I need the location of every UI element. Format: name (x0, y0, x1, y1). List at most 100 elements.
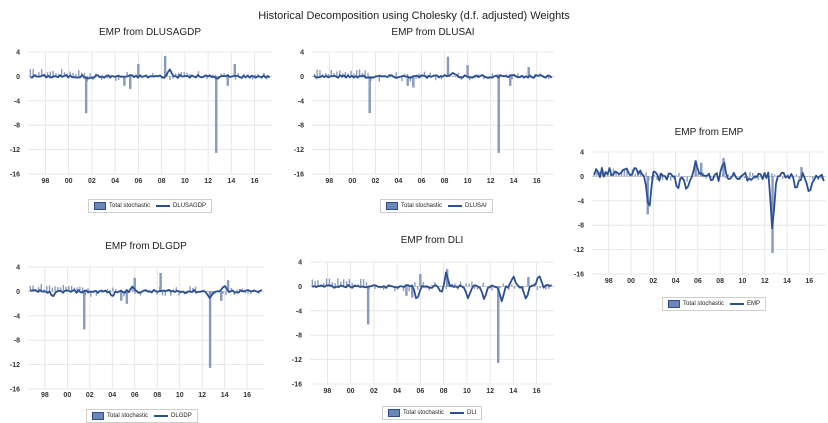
bar (52, 70, 54, 77)
bar (689, 176, 691, 177)
bar (115, 76, 117, 81)
x-tick-label: 06 (694, 278, 702, 285)
bar (465, 283, 467, 287)
bar (724, 176, 727, 179)
bar (337, 278, 339, 287)
x-tick-label: 00 (627, 278, 635, 285)
bar (66, 73, 69, 77)
x-tick-label: 12 (204, 178, 212, 185)
bar (101, 291, 103, 293)
bar (360, 278, 362, 287)
bar (771, 173, 773, 177)
bar-spike (527, 277, 530, 287)
line-series (593, 160, 825, 230)
bar (370, 76, 372, 82)
legend-bar-swatch (388, 409, 400, 417)
legend-bar-label: Total stochastic (401, 203, 443, 209)
bar (46, 72, 49, 77)
x-tick-label: 14 (509, 388, 517, 395)
bar (462, 285, 465, 287)
bar (51, 287, 53, 292)
legend-item-line: DLUSAI (448, 203, 487, 209)
bar (313, 73, 316, 77)
bar (189, 286, 191, 292)
bar (148, 289, 150, 292)
bar (425, 286, 428, 289)
bar (738, 176, 740, 179)
bar (659, 173, 661, 177)
bar (109, 290, 111, 292)
bar (68, 286, 70, 292)
bar (90, 291, 92, 297)
bar (58, 73, 60, 77)
bar (183, 72, 185, 77)
y-tick-label: 0 (16, 289, 20, 296)
bar (505, 74, 508, 77)
bar (402, 286, 405, 292)
bar (423, 71, 426, 77)
bar (417, 286, 419, 290)
bar (32, 68, 34, 77)
y-tick-label: -16 (292, 382, 302, 389)
bar (247, 291, 249, 294)
bar (435, 76, 437, 81)
legend: Total stochastic DLGDP (86, 409, 198, 423)
bar (114, 289, 117, 292)
bar (812, 176, 814, 180)
bar (711, 176, 713, 178)
bar (211, 291, 213, 295)
bar (623, 169, 625, 177)
y-tick-label: -12 (292, 357, 302, 364)
y-tick-label: -4 (298, 98, 304, 105)
bar (730, 176, 732, 177)
line-series (30, 285, 263, 299)
x-tick-label: 98 (605, 278, 613, 285)
legend-item-line: EMP (730, 301, 760, 307)
bar-spike (220, 291, 223, 301)
bar (457, 72, 460, 77)
bar-spike (509, 76, 512, 86)
chart-panel-emp-from-emp: EMP from EMP 4 0 -4 -8 -12 -16 98 00 02 04 06 08 10 12… (568, 122, 828, 322)
bar (511, 284, 513, 287)
bar (670, 176, 672, 181)
bar (798, 176, 800, 180)
bar (83, 72, 86, 77)
bar (485, 285, 487, 287)
bar (434, 282, 436, 287)
bar (787, 174, 789, 177)
bar (757, 176, 759, 181)
y-tick-label: 0 (16, 74, 20, 81)
x-tick-label: 08 (153, 392, 161, 399)
bar (29, 285, 31, 292)
bar-spike (120, 291, 123, 301)
x-tick-label: 02 (88, 178, 96, 185)
bar (340, 281, 342, 287)
bar (511, 76, 513, 80)
bar (474, 286, 476, 289)
bar (311, 279, 314, 287)
bar (439, 286, 442, 287)
bar-spike (497, 286, 500, 363)
bar (431, 284, 433, 287)
bar (491, 73, 494, 77)
legend-bar-label: Total stochastic (109, 203, 151, 209)
y-tick-label: 0 (300, 74, 304, 81)
x-tick-label: 16 (533, 388, 541, 395)
x-tick-label: 04 (672, 278, 680, 285)
bar-spike (137, 64, 140, 77)
bar (336, 71, 338, 77)
bar (131, 286, 133, 292)
x-tick-label: 14 (783, 278, 791, 285)
bar (497, 74, 499, 77)
bar (415, 76, 417, 79)
bar (164, 291, 166, 296)
bar (508, 286, 510, 290)
y-tick-label: -4 (14, 98, 20, 105)
bar (615, 171, 617, 177)
chart-title: EMP from DLGDP (105, 241, 187, 252)
bar (339, 70, 341, 77)
bar-spike (405, 286, 408, 296)
bar (60, 68, 63, 77)
bar (319, 70, 321, 77)
bar (76, 287, 78, 292)
